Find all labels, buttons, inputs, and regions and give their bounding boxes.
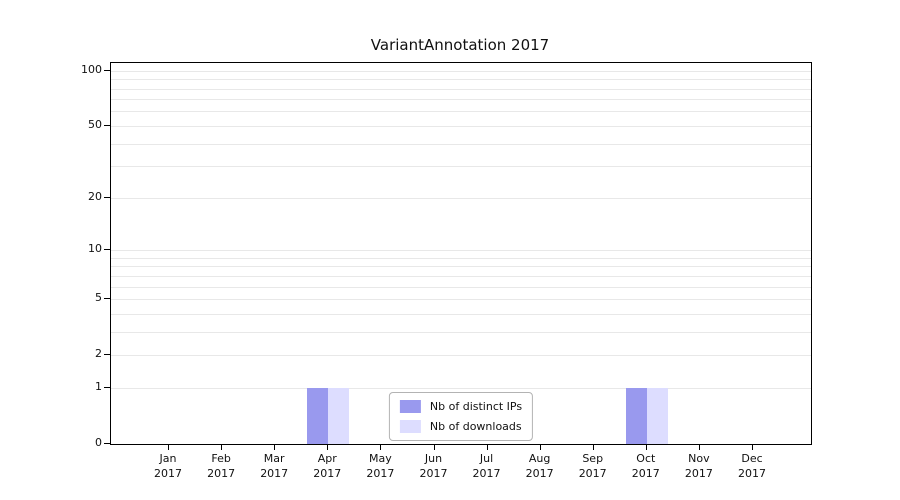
bar-downloads	[646, 387, 668, 444]
y-tick-label: 0	[95, 436, 102, 449]
x-tick-year: 2017	[578, 467, 607, 481]
y-tick-mark	[104, 124, 110, 126]
x-tick-mark	[698, 445, 700, 450]
legend-item-downloads: Nb of downloads	[399, 420, 522, 433]
x-tick-label: Oct 2017	[631, 452, 660, 481]
gridline	[111, 111, 811, 113]
y-tick-label: 1	[95, 379, 102, 393]
chart-title: VariantAnnotation 2017	[370, 36, 550, 54]
gridline	[111, 331, 811, 333]
x-tick-year: 2017	[472, 467, 501, 481]
x-tick-year: 2017	[313, 467, 342, 481]
x-tick-mark	[752, 445, 753, 450]
x-tick-year: 2017	[525, 467, 554, 481]
x-tick-mark	[327, 445, 329, 450]
gridline	[111, 166, 811, 168]
x-tick-label: Sep 2017	[578, 452, 607, 481]
legend-item-distinct-ips: Nb of distinct IPs	[399, 400, 523, 413]
gridline	[111, 79, 811, 81]
gridline	[111, 355, 811, 357]
x-tick-year: 2017	[419, 467, 448, 481]
y-tick-mark	[104, 69, 110, 71]
gridline	[111, 197, 811, 199]
legend-label-distinct-ips: Nb of distinct IPs	[429, 400, 523, 413]
plot-area: Nb of distinct IPs Nb of downloads	[110, 62, 812, 445]
y-tick-mark	[104, 386, 110, 388]
x-tick-label: Aug 2017	[525, 452, 554, 481]
x-tick-label: Nov 2017	[684, 452, 713, 481]
gridline	[111, 257, 811, 259]
legend-swatch-downloads	[399, 420, 421, 433]
legend-swatch-distinct-ips	[399, 400, 421, 413]
x-tick-mark	[168, 445, 169, 450]
x-tick-mark	[592, 445, 594, 450]
y-tick-mark	[104, 249, 110, 250]
x-tick-year: 2017	[631, 467, 660, 481]
y-tick-label: 20	[88, 189, 102, 203]
x-tick-year: 2017	[684, 467, 713, 481]
gridline	[111, 143, 811, 145]
gridline	[111, 99, 811, 101]
gridline	[111, 125, 811, 127]
x-tick-mark	[539, 445, 541, 450]
gridline	[111, 266, 811, 268]
x-tick-mark	[221, 445, 223, 450]
y-tick-mark	[104, 354, 110, 356]
x-tick-year: 2017	[260, 467, 289, 481]
gridline	[111, 275, 811, 277]
x-tick-label: Apr 2017	[313, 452, 342, 481]
x-tick-label: Mar 2017	[260, 452, 289, 481]
gridline	[111, 313, 811, 315]
y-tick-mark	[104, 196, 110, 198]
x-tick-label: Feb 2017	[207, 452, 236, 481]
bar-distinct-ips	[307, 387, 329, 444]
gridline	[111, 299, 811, 300]
bar-distinct-ips	[625, 387, 647, 444]
gridline	[111, 286, 811, 288]
legend: Nb of distinct IPs Nb of downloads	[388, 392, 534, 441]
x-tick-year: 2017	[366, 467, 395, 481]
x-tick-label: Jan 2017	[154, 452, 182, 481]
x-tick-mark	[486, 445, 488, 450]
x-tick-mark	[380, 445, 382, 450]
x-tick-label: May 2017	[366, 452, 395, 481]
x-tick-mark	[645, 445, 647, 450]
bar-downloads	[328, 387, 350, 444]
x-tick-year: 2017	[154, 467, 182, 481]
y-tick-label: 10	[88, 242, 102, 255]
gridline	[111, 70, 811, 72]
x-tick-year: 2017	[207, 467, 236, 481]
y-tick-mark	[104, 298, 110, 299]
x-tick-mark	[274, 445, 276, 450]
x-tick-year: 2017	[738, 467, 766, 481]
x-tick-label: Jun 2017	[419, 452, 448, 481]
y-tick-label: 5	[95, 291, 102, 304]
x-tick-mark	[433, 445, 435, 450]
gridline	[111, 387, 811, 389]
y-tick-mark	[104, 443, 110, 444]
x-tick-label: Jul 2017	[472, 452, 501, 481]
gridline	[111, 250, 811, 251]
legend-label-downloads: Nb of downloads	[429, 420, 522, 433]
y-tick-label: 100	[81, 62, 102, 76]
y-tick-label: 2	[95, 347, 102, 361]
x-tick-label: Dec 2017	[738, 452, 766, 481]
gridline	[111, 88, 811, 90]
y-tick-label: 50	[88, 117, 102, 131]
